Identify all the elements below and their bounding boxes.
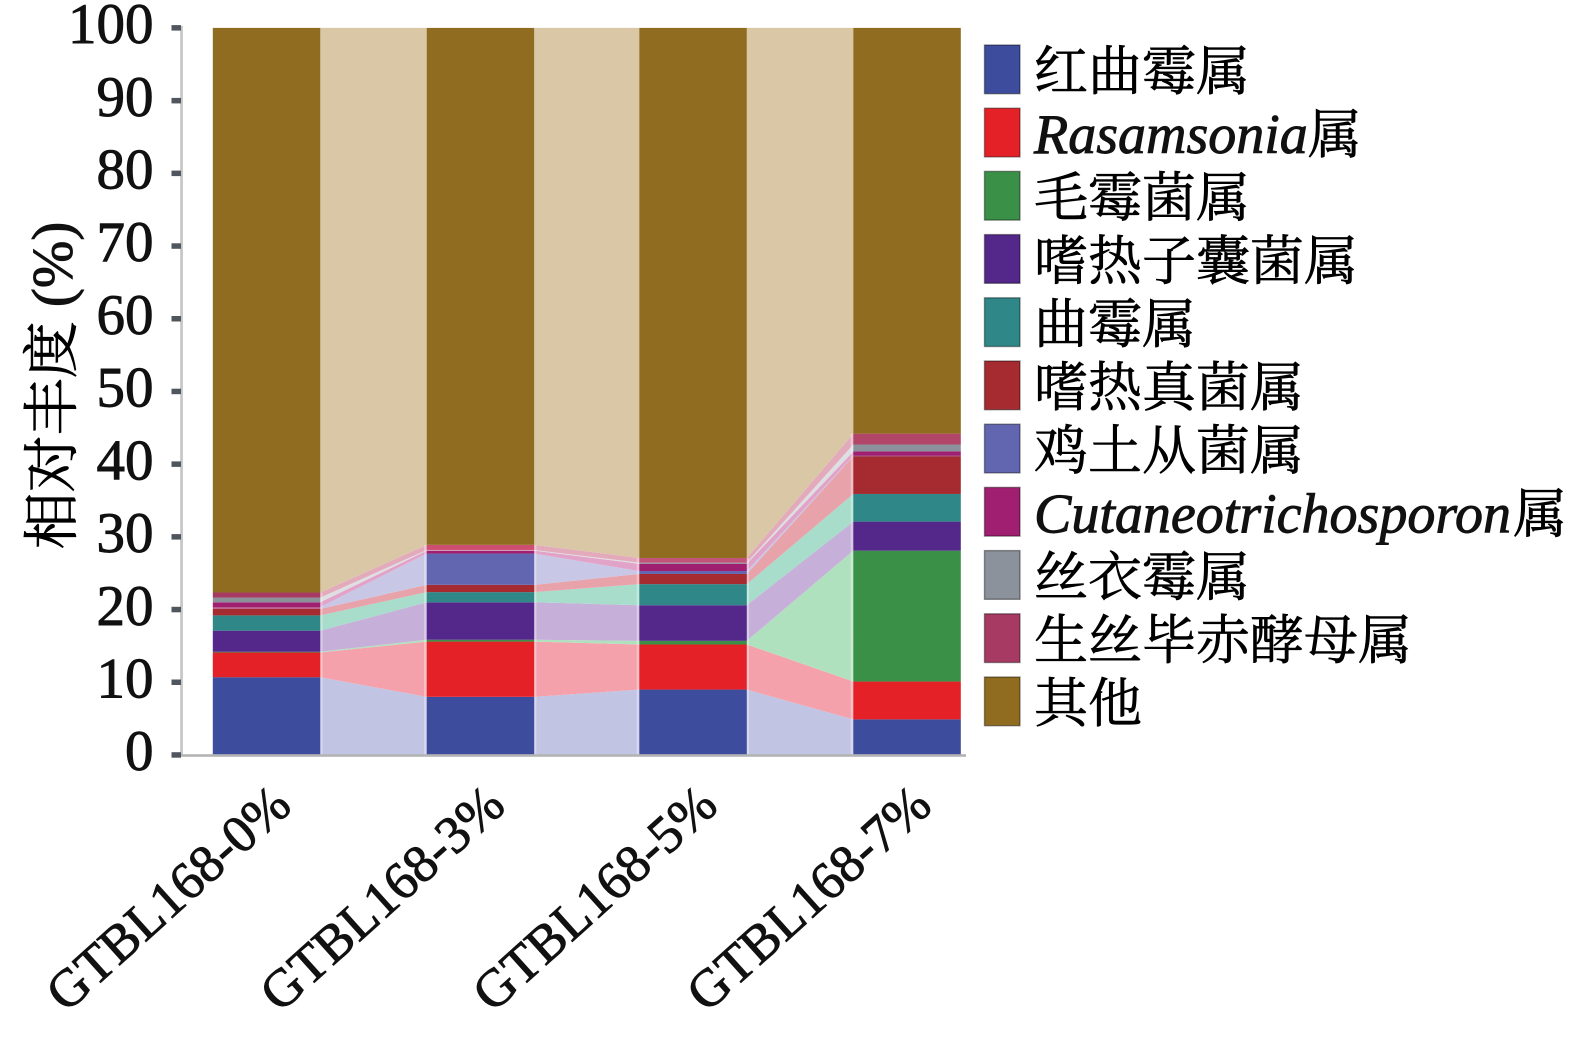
svg-text:0: 0 (125, 720, 154, 783)
svg-text:80: 80 (97, 139, 154, 202)
svg-text:20: 20 (97, 575, 154, 638)
svg-text:30: 30 (97, 502, 154, 565)
svg-text:50: 50 (97, 357, 154, 420)
svg-text:60: 60 (97, 284, 154, 347)
svg-text:40: 40 (97, 429, 154, 492)
svg-text:100: 100 (68, 0, 154, 56)
svg-text:70: 70 (97, 211, 154, 274)
svg-text:10: 10 (97, 648, 154, 711)
svg-text:90: 90 (97, 66, 154, 129)
svg-text:(%): (%) (22, 222, 85, 322)
svg-text:Cutaneotrichosporon: Cutaneotrichosporon (1034, 484, 1511, 546)
svg-text:Rasamsonia: Rasamsonia (1033, 104, 1308, 166)
